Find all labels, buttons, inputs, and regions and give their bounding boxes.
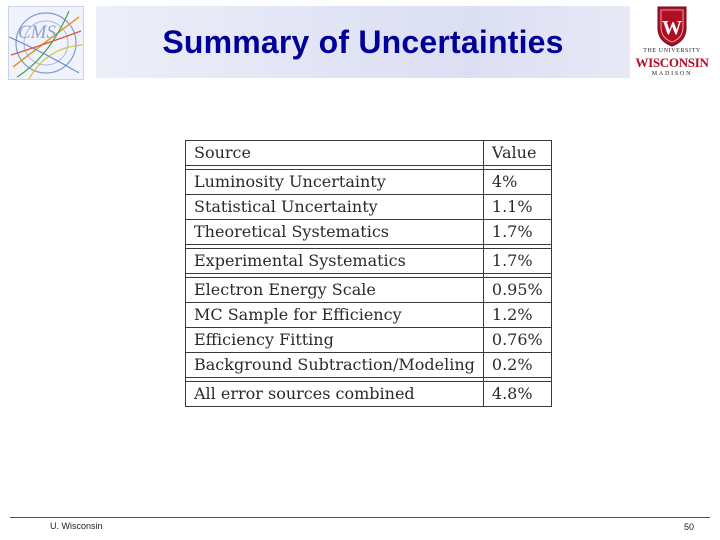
cell-source: Luminosity Uncertainty	[185, 169, 484, 195]
uw-crest-letter: W	[662, 17, 682, 39]
cell-source: MC Sample for Efficiency	[185, 303, 484, 328]
cell-value: 1.7%	[483, 248, 552, 274]
cell-source: Theoretical Systematics	[185, 220, 484, 245]
uw-crest-icon: W	[657, 6, 687, 47]
uw-logo-line2: WISCONSIN	[635, 55, 709, 70]
table-row: Statistical Uncertainty 1.1%	[185, 195, 552, 220]
uncertainty-table-grid: Source Value Luminosity Uncertainty 4% S…	[185, 140, 552, 407]
cell-source: All error sources combined	[185, 381, 484, 407]
table-row: Theoretical Systematics 1.7%	[185, 220, 552, 245]
cms-logo: CMS	[8, 6, 84, 80]
cell-value: 0.95%	[483, 277, 552, 303]
cell-value: 4%	[483, 169, 552, 195]
cell-source: Background Subtraction/Modeling	[185, 353, 484, 378]
title-band: Summary of Uncertainties	[96, 6, 630, 78]
uw-logo-line1: THE UNIVERSITY	[643, 48, 701, 54]
footer-divider	[10, 517, 710, 518]
table-row: MC Sample for Efficiency 1.2%	[185, 303, 552, 328]
table-row: Experimental Systematics 1.7%	[185, 248, 552, 274]
cell-source: Experimental Systematics	[185, 248, 484, 274]
table-header-row: Source Value	[185, 140, 552, 166]
cell-value: 0.76%	[483, 328, 552, 353]
cms-logo-graphic: CMS	[9, 10, 83, 79]
cms-logo-text: CMS	[18, 22, 57, 43]
uw-logo-line3: MADISON	[651, 71, 693, 77]
page-title: Summary of Uncertainties	[162, 24, 564, 60]
cell-value: 4.8%	[483, 381, 552, 407]
table-row: All error sources combined 4.8%	[185, 381, 552, 407]
cell-value: 1.2%	[483, 303, 552, 328]
cell-source: Efficiency Fitting	[185, 328, 484, 353]
page-number: 50	[684, 522, 695, 532]
cell-value: 1.1%	[483, 195, 552, 220]
uw-logo: W THE UNIVERSITY WISCONSIN MADISON	[632, 4, 712, 80]
header-value: Value	[483, 140, 552, 166]
cell-value: 0.2%	[483, 353, 552, 378]
cell-source: Statistical Uncertainty	[185, 195, 484, 220]
table-row: Electron Energy Scale 0.95%	[185, 277, 552, 303]
table-row: Background Subtraction/Modeling 0.2%	[185, 353, 552, 378]
cell-source: Electron Energy Scale	[185, 277, 484, 303]
table-row: Luminosity Uncertainty 4%	[185, 169, 552, 195]
footer-institution: U. Wisconsin	[50, 521, 103, 531]
uncertainty-table: Source Value Luminosity Uncertainty 4% S…	[185, 140, 552, 407]
table-row: Efficiency Fitting 0.76%	[185, 328, 552, 353]
header-source: Source	[185, 140, 484, 166]
cell-value: 1.7%	[483, 220, 552, 245]
